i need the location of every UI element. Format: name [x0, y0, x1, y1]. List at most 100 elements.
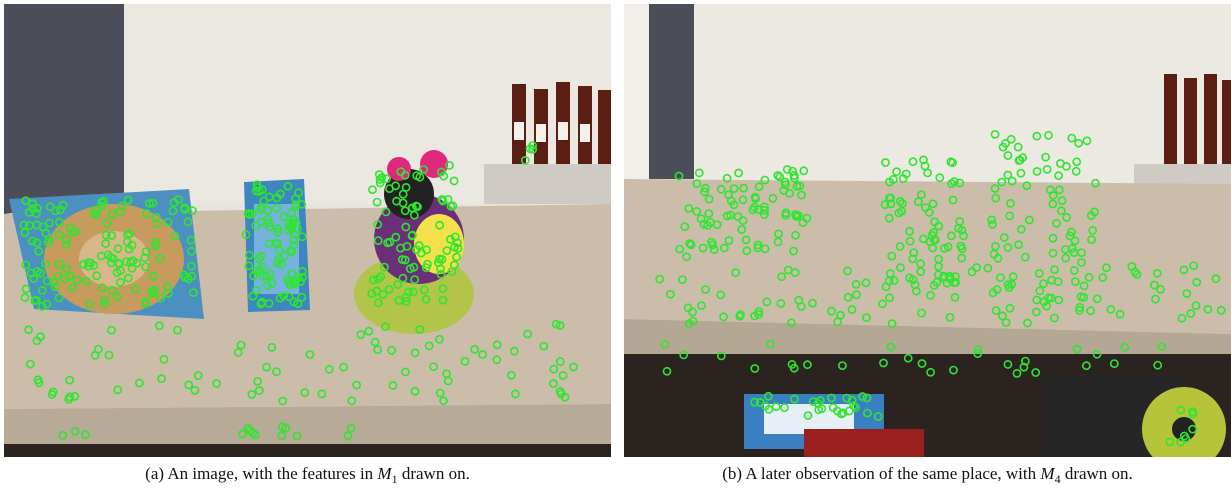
- feature-circle-marker: [905, 236, 915, 246]
- feature-circle-marker: [186, 261, 196, 271]
- feature-circle-marker: [445, 234, 455, 244]
- feature-circle-marker: [837, 361, 847, 370]
- feature-circle-marker: [892, 167, 901, 177]
- feature-circle-marker: [780, 177, 790, 187]
- feature-circle-marker: [157, 374, 166, 384]
- feature-circle-marker: [263, 280, 272, 290]
- feature-circle-marker: [256, 251, 266, 261]
- feature-circle-marker: [843, 292, 853, 302]
- feature-circle-marker: [798, 218, 808, 227]
- feature-circle-marker: [33, 203, 42, 213]
- feature-circle-marker: [368, 185, 377, 195]
- feature-circle-marker: [187, 206, 197, 215]
- feature-circle-marker: [372, 197, 382, 207]
- feature-circle-marker: [930, 217, 939, 227]
- caption-a-suffix: drawn on.: [401, 464, 470, 483]
- feature-circle-marker: [1188, 407, 1197, 416]
- feature-circle-marker: [1070, 277, 1080, 286]
- feature-circle-marker: [21, 196, 31, 205]
- feature-circle-marker: [356, 330, 366, 339]
- feature-circle-marker: [291, 200, 301, 210]
- feature-circle-marker: [1067, 133, 1077, 143]
- feature-circle-marker: [212, 379, 221, 388]
- feature-circle-marker: [168, 206, 178, 216]
- feature-circle-marker: [1088, 225, 1098, 235]
- feature-circle-marker: [173, 325, 182, 335]
- feature-circle-marker: [72, 275, 82, 285]
- feature-circle-marker: [446, 201, 456, 211]
- feature-circle-marker: [32, 267, 42, 276]
- feature-circle-marker: [555, 386, 565, 396]
- caption-b-prefix: (b) A later observation of the same plac…: [722, 464, 1037, 483]
- feature-circle-marker: [237, 429, 247, 439]
- feature-circle-marker: [249, 271, 258, 281]
- feature-circle-marker: [297, 292, 307, 302]
- feature-circle-marker: [254, 386, 264, 395]
- feature-circle-marker: [881, 158, 890, 167]
- feature-circle-marker: [277, 422, 287, 432]
- feature-circle-marker: [1008, 272, 1018, 282]
- feature-circle-marker: [911, 286, 921, 296]
- feature-circle-marker: [849, 401, 858, 411]
- photo-b-scene: [624, 4, 1231, 457]
- feature-circle-marker: [886, 199, 896, 209]
- feature-circle-marker: [1003, 243, 1013, 252]
- feature-circle-marker: [741, 235, 751, 245]
- feature-circle-marker: [287, 269, 297, 279]
- feature-circle-marker: [127, 263, 137, 273]
- feature-circle-marker: [262, 362, 271, 372]
- feature-circle-marker: [862, 408, 872, 418]
- feature-circle-marker: [400, 206, 410, 216]
- feature-circle-marker: [1054, 171, 1063, 181]
- feature-circle-marker: [655, 274, 664, 284]
- feature-circle-marker: [245, 426, 255, 436]
- feature-circle-marker: [377, 173, 387, 182]
- feature-circle-marker: [436, 269, 446, 279]
- feature-circle-marker: [1092, 294, 1102, 304]
- feature-circle-marker: [438, 196, 448, 206]
- feature-circle-marker: [292, 431, 302, 441]
- feature-circle-marker: [453, 243, 463, 253]
- feature-circle-marker: [364, 326, 374, 336]
- feature-circle-marker: [774, 229, 783, 239]
- feature-circle-marker: [411, 201, 421, 211]
- feature-circle-marker: [439, 396, 448, 406]
- feature-circle-marker: [858, 392, 867, 401]
- feature-circle-marker: [851, 279, 861, 289]
- feature-circle-marker: [368, 275, 378, 285]
- feature-circle-marker: [920, 161, 930, 171]
- feature-circle-marker: [405, 264, 415, 274]
- feature-circle-marker: [68, 283, 77, 293]
- feature-circle-marker: [692, 179, 702, 188]
- feature-circle-marker: [62, 264, 72, 274]
- feature-circle-marker: [247, 389, 257, 399]
- feature-circle-marker: [692, 206, 702, 216]
- feature-circle-marker: [253, 376, 262, 386]
- feature-circle-marker: [788, 166, 798, 176]
- feature-circle-marker: [1065, 231, 1075, 241]
- feature-circle-marker: [799, 166, 809, 176]
- feature-circle-marker: [460, 356, 470, 366]
- feature-circle-marker: [1020, 356, 1030, 366]
- feature-circle-marker: [44, 234, 54, 244]
- feature-circle-marker: [1069, 265, 1079, 275]
- feature-circle-marker: [1149, 280, 1159, 290]
- feature-circle-marker: [826, 306, 836, 316]
- feature-circle-marker: [1189, 261, 1198, 270]
- feature-circle-marker: [289, 297, 299, 307]
- feature-circle-marker: [1031, 368, 1041, 377]
- feature-circle-marker: [398, 198, 408, 208]
- feature-circle-marker: [555, 321, 565, 330]
- feature-circle-marker: [1031, 307, 1041, 317]
- feature-circle-marker: [917, 308, 926, 318]
- feature-circle-marker: [186, 235, 196, 245]
- feature-circle-marker: [70, 426, 80, 436]
- feature-circle-marker: [738, 216, 748, 225]
- feature-circle-marker: [786, 318, 796, 328]
- feature-circle-marker: [783, 265, 793, 275]
- feature-circle-marker: [775, 172, 785, 182]
- feature-circle-marker: [272, 203, 282, 213]
- feature-circle-marker: [724, 236, 734, 245]
- feature-circle-marker: [1044, 293, 1053, 303]
- feature-circle-marker: [422, 245, 431, 255]
